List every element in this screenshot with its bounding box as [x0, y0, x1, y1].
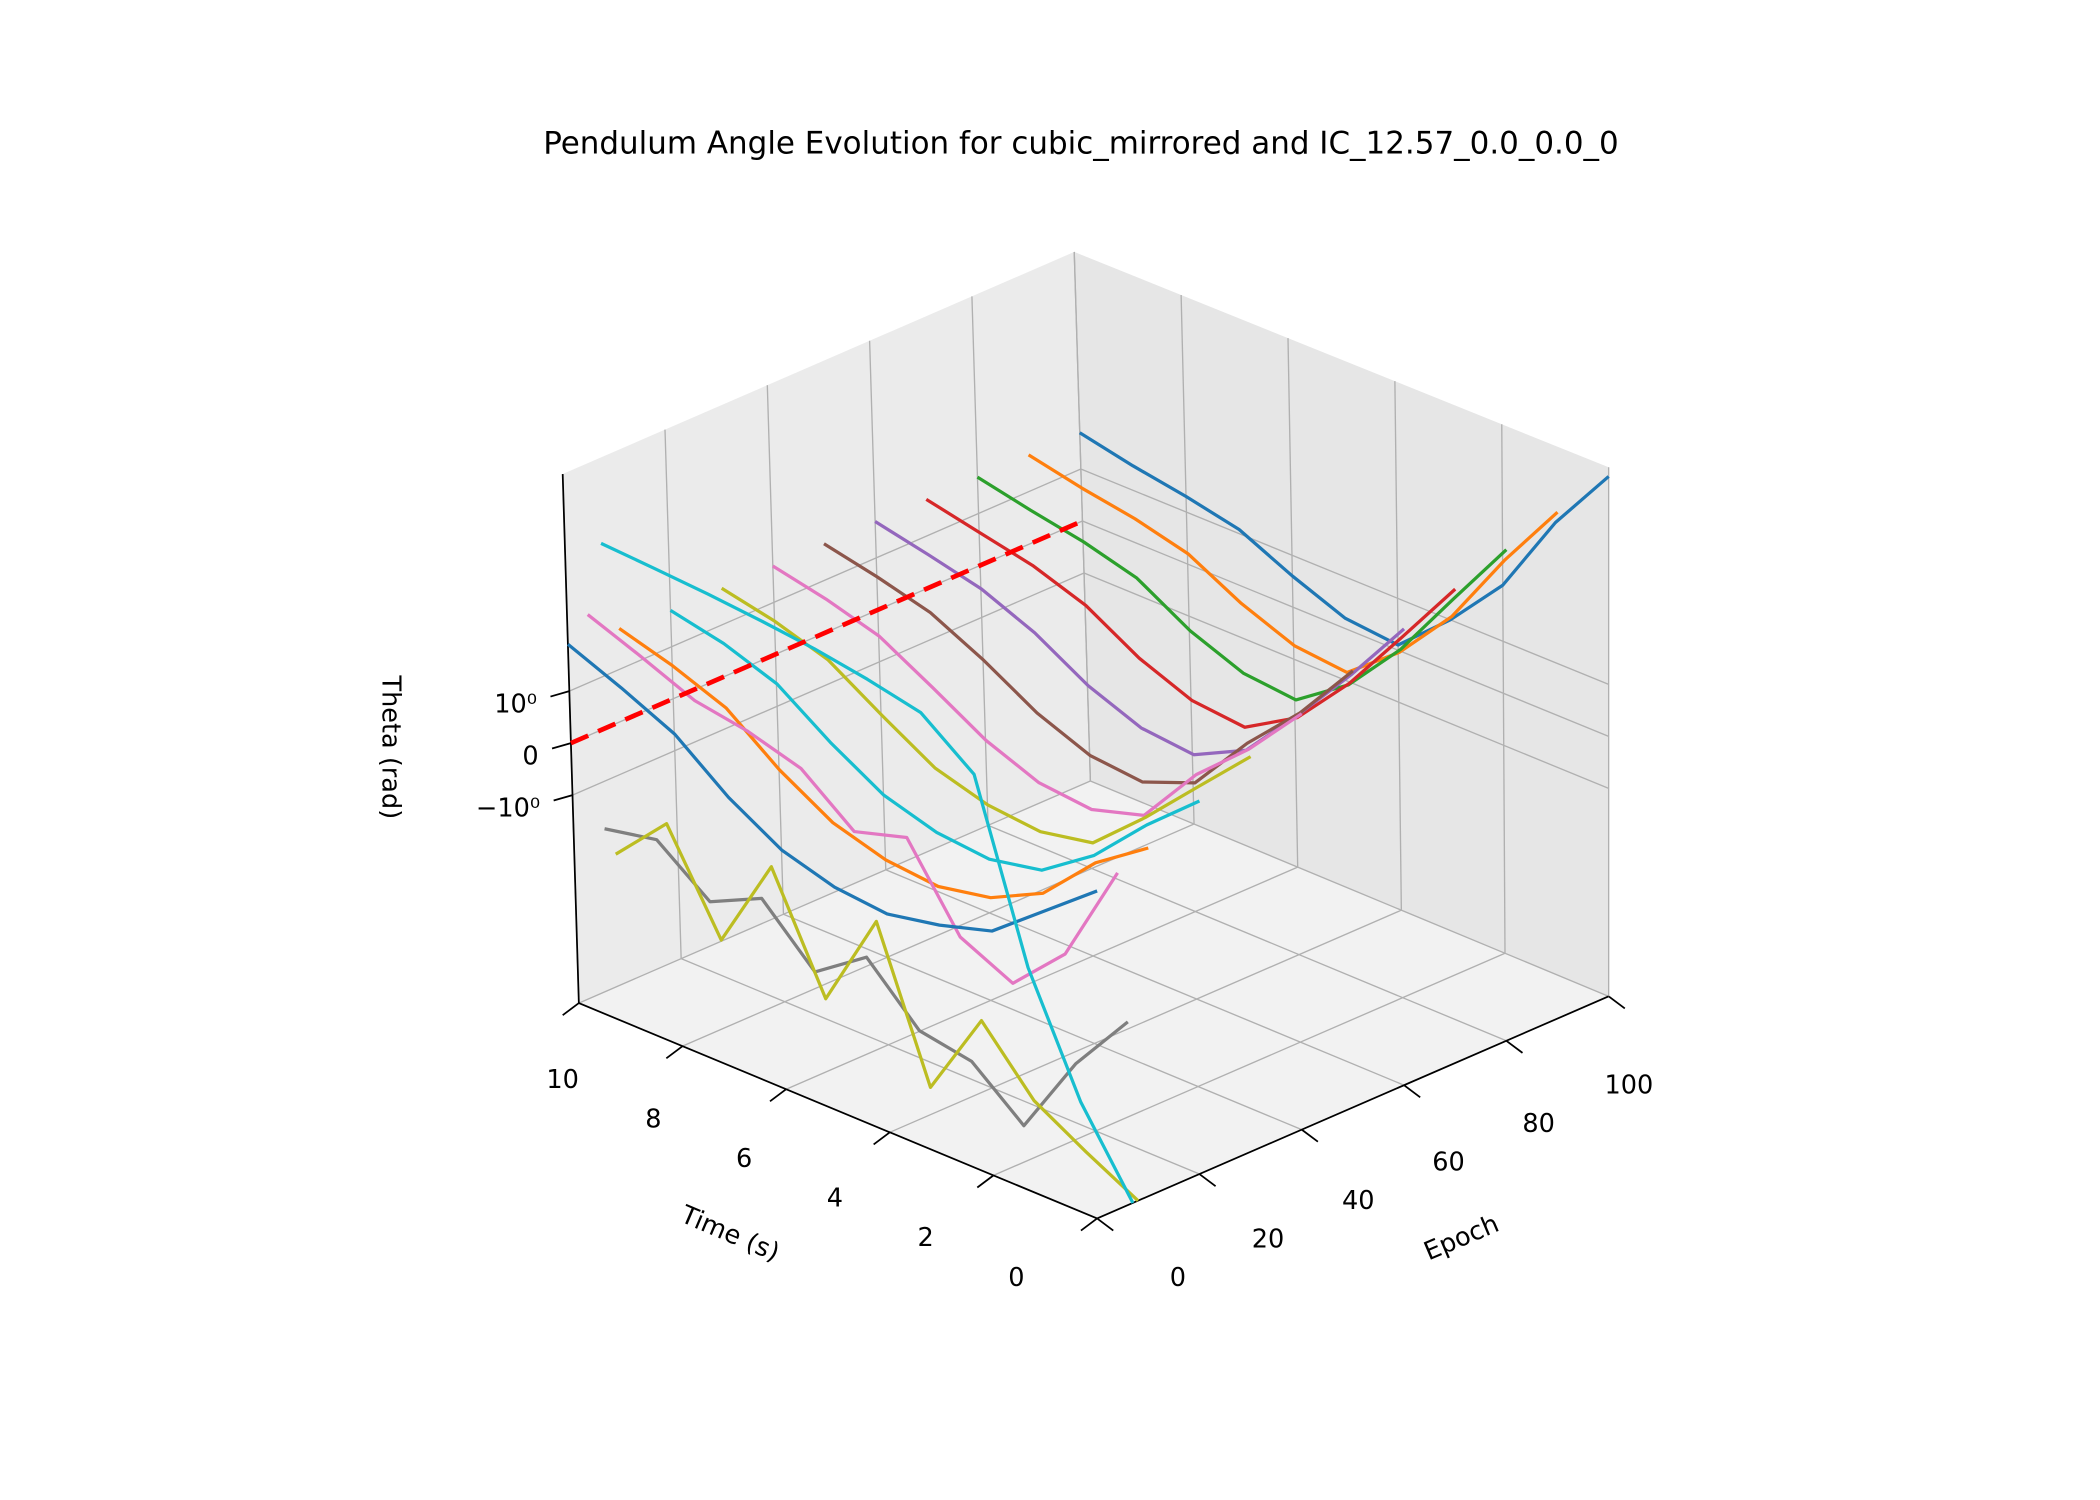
y-tick-label: 0	[1008, 1263, 1024, 1293]
y-tick-label: 6	[736, 1144, 752, 1174]
back-left-pane	[562, 251, 1091, 1004]
grid-line	[682, 823, 1195, 1047]
grid-line	[971, 296, 989, 826]
z-tick	[551, 742, 572, 750]
grid-line	[1073, 251, 1092, 781]
chart-title: Pendulum Angle Evolution for cubic_mirro…	[543, 126, 1619, 162]
x-axis-line	[1096, 995, 1610, 1220]
x-tick	[1608, 995, 1626, 1010]
y-tick-label: 10	[546, 1065, 579, 1095]
back-right-pane	[1074, 251, 1609, 997]
x-tick	[1505, 1040, 1524, 1054]
y-tick	[665, 1045, 684, 1059]
theta-line	[823, 542, 1354, 785]
y-tick-label: 4	[827, 1184, 843, 1214]
y-tick-label: 2	[917, 1223, 933, 1253]
x-tick-label: 80	[1522, 1109, 1555, 1139]
z-tick-label: 10⁰	[494, 690, 537, 720]
grid-line	[885, 869, 1405, 1086]
grid-line	[578, 780, 1091, 1004]
x-tick-label: 60	[1432, 1147, 1465, 1177]
y-axis-line	[578, 1002, 1098, 1220]
theta-line	[669, 609, 1201, 872]
grid-line	[664, 429, 682, 959]
z-tick	[550, 690, 570, 698]
x-tick-label: 20	[1252, 1224, 1285, 1254]
z-tick-label: 0	[522, 742, 538, 772]
y-tick	[769, 1088, 787, 1103]
grid-line	[783, 913, 1302, 1131]
grid-line	[1082, 520, 1609, 738]
theta-line	[1027, 453, 1559, 675]
grid-line	[766, 385, 785, 915]
x-axis-label: Epoch	[1420, 1209, 1504, 1267]
x-tick	[1096, 1217, 1114, 1232]
grid-line	[993, 952, 1506, 1177]
theta-line	[925, 497, 1457, 729]
x-tick	[1301, 1128, 1319, 1143]
theta-line	[566, 642, 1098, 933]
grid-line	[889, 909, 1402, 1133]
grid-line	[1090, 780, 1609, 997]
theta-line	[614, 822, 1140, 1202]
theta-line	[618, 627, 1149, 900]
theta-line	[1078, 431, 1610, 647]
grid-line	[572, 572, 1085, 796]
grid-line	[680, 958, 1200, 1175]
y-tick	[873, 1131, 891, 1146]
grid-line	[1083, 572, 1609, 790]
y-tick	[976, 1174, 994, 1189]
z-tick	[553, 794, 573, 802]
x-tick-label: 100	[1604, 1070, 1653, 1100]
grid-line	[785, 866, 1298, 1090]
y-axis-label: Time (s)	[675, 1199, 783, 1268]
grid-line	[1080, 468, 1609, 686]
z-axis-label: Theta (rad)	[375, 674, 405, 819]
grid-line	[1501, 424, 1506, 954]
x-tick-label: 40	[1342, 1186, 1375, 1216]
grid-line	[1287, 338, 1299, 868]
reference-line	[569, 518, 1084, 746]
y-tick-label: 8	[645, 1104, 661, 1134]
y-tick	[562, 1002, 580, 1016]
x-tick-label: 0	[1170, 1263, 1186, 1293]
theta-line	[976, 475, 1508, 702]
x-tick	[1403, 1084, 1421, 1099]
z-tick-label: −10⁰	[476, 794, 540, 824]
y-tick	[1080, 1217, 1098, 1232]
grid-line	[868, 340, 887, 870]
x-tick	[1198, 1173, 1217, 1187]
theta-line	[600, 541, 1135, 1204]
theta-line	[771, 564, 1303, 818]
grid-line	[1180, 294, 1195, 825]
floor-pane	[578, 780, 1609, 1219]
z-axis-line	[561, 474, 580, 1004]
